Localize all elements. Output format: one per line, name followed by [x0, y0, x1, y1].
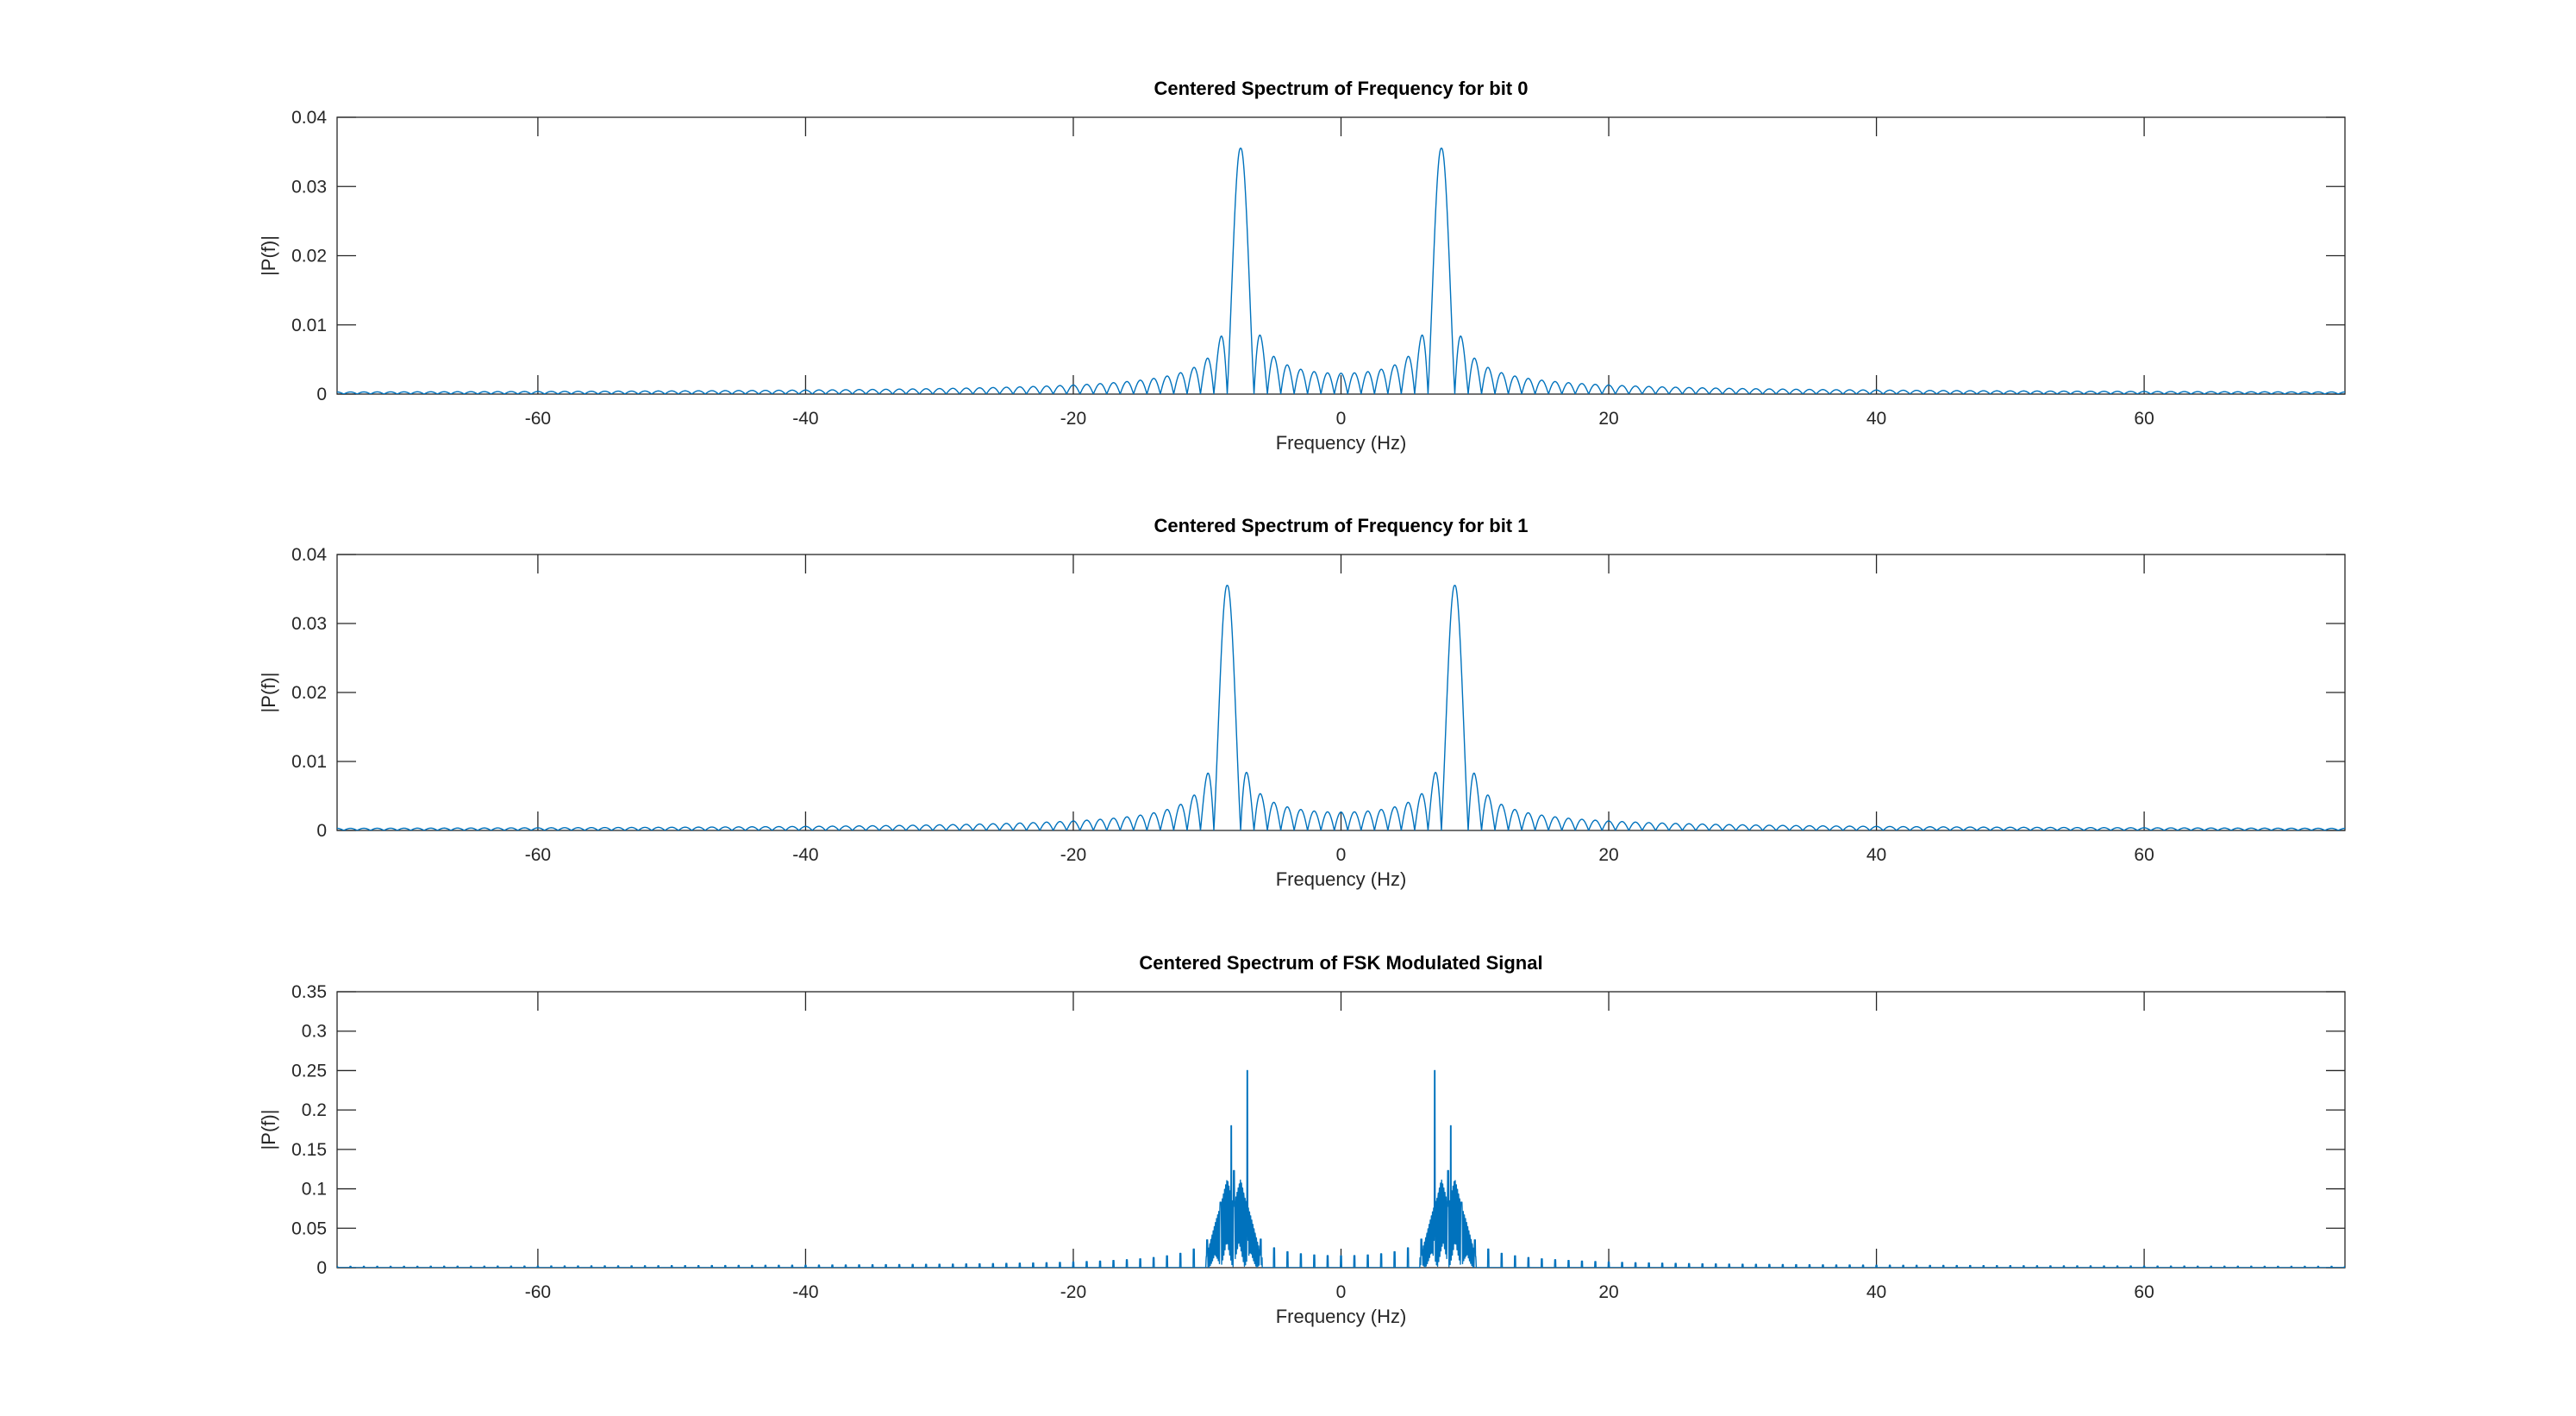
x-tick-label: 20 — [1598, 409, 1618, 429]
y-tick-label: 0.04 — [291, 108, 327, 128]
y-tick-label: 0.1 — [302, 1180, 327, 1200]
series-line — [337, 1069, 2345, 1268]
y-axis-label: |P(f)| — [258, 1110, 279, 1150]
y-tick-label: 0.02 — [291, 683, 327, 703]
y-tick-label: 0.01 — [291, 316, 327, 335]
x-tick-label: -60 — [525, 1282, 551, 1302]
x-tick-label: 40 — [1866, 409, 1886, 429]
chart-title: Centered Spectrum of FSK Modulated Signa… — [1139, 952, 1542, 974]
x-tick-label: 0 — [1336, 409, 1347, 429]
x-tick-label: 60 — [2134, 409, 2154, 429]
series-line — [337, 147, 2345, 394]
plot-frame — [336, 554, 2346, 831]
y-axis-label: |P(f)| — [258, 673, 279, 713]
plot-frame — [336, 991, 2346, 1269]
series-line — [337, 585, 2345, 830]
y-tick-label: 0.3 — [302, 1022, 327, 1042]
x-tick-label: -40 — [792, 1282, 818, 1302]
y-tick-label: 0.02 — [291, 247, 327, 266]
x-tick-label: 40 — [1866, 1282, 1886, 1302]
y-tick-label: 0 — [316, 821, 327, 841]
x-axis-label: Frequency (Hz) — [1276, 1306, 1407, 1327]
y-tick-label: 0.15 — [291, 1140, 327, 1160]
x-axis-label: Frequency (Hz) — [1276, 868, 1407, 890]
chart-title: Centered Spectrum of Frequency for bit 0 — [1154, 78, 1529, 99]
x-tick-label: -20 — [1060, 409, 1086, 429]
x-tick-label: 40 — [1866, 845, 1886, 865]
x-tick-label: 20 — [1598, 1282, 1618, 1302]
y-tick-label: 0 — [316, 385, 327, 404]
plot-frame — [336, 116, 2346, 395]
x-tick-label: -60 — [525, 845, 551, 865]
subplot-2: -60 -40 -20 0 20 40 60 0 0.01 0.02 0.03 0.04 Centere… — [258, 515, 2346, 890]
x-tick-label: -40 — [792, 409, 818, 429]
x-tick-label: 20 — [1598, 845, 1618, 865]
y-tick-label: 0.2 — [302, 1100, 327, 1120]
y-tick-label: 0.35 — [291, 982, 327, 1002]
x-axis-label: Frequency (Hz) — [1276, 432, 1407, 454]
x-tick-label: 0 — [1336, 1282, 1347, 1302]
x-tick-label: 0 — [1336, 845, 1347, 865]
x-tick-label: -40 — [792, 845, 818, 865]
x-tick-label: -20 — [1060, 845, 1086, 865]
y-tick-label: 0.04 — [291, 545, 327, 565]
y-tick-label: 0.25 — [291, 1061, 327, 1081]
x-tick-label: 60 — [2134, 1282, 2154, 1302]
x-tick-label: 60 — [2134, 845, 2154, 865]
subplot-1: -60 -40 -20 0 20 40 60 0 0.01 0.02 0.03 0.04 Centere… — [258, 78, 2346, 454]
y-axis-label: |P(f)| — [258, 235, 279, 276]
subplot-3: -60 -40 -20 0 20 40 60 0 0.05 0.1 0.15 0.2 0.25 0.3 0.… — [258, 952, 2346, 1327]
y-tick-label: 0.05 — [291, 1219, 327, 1238]
y-tick-label: 0.01 — [291, 752, 327, 772]
x-tick-label: -60 — [525, 409, 551, 429]
y-tick-label: 0 — [316, 1258, 327, 1278]
chart-title: Centered Spectrum of Frequency for bit 1 — [1154, 515, 1529, 536]
x-tick-label: -20 — [1060, 1282, 1086, 1302]
y-tick-label: 0.03 — [291, 177, 327, 197]
y-tick-label: 0.03 — [291, 614, 327, 634]
